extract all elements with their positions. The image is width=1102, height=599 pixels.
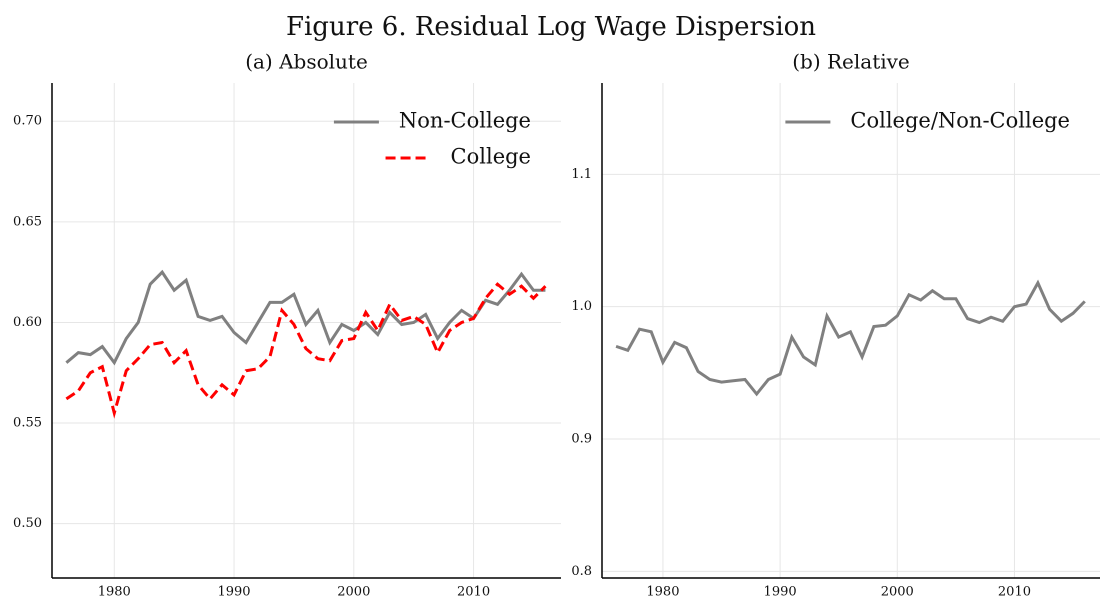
y-tick-label: 0.55	[13, 416, 42, 431]
legend-label: College/Non-College	[850, 109, 1070, 133]
subplot-title: (b) Relative	[792, 50, 910, 74]
x-tick-label: 1990	[217, 585, 250, 599]
legend-label: Non-College	[399, 109, 531, 133]
x-tick-label: 2000	[881, 585, 914, 599]
subplot-title: (a) Absolute	[245, 50, 368, 74]
y-tick-label: 0.8	[571, 564, 592, 579]
x-tick-label: 1980	[98, 585, 131, 599]
data-line	[65, 282, 547, 419]
y-tick-label: 0.50	[13, 516, 42, 531]
legend-label: College	[451, 145, 531, 169]
x-tick-label: 2000	[337, 585, 370, 599]
x-tick-label: 1990	[764, 585, 797, 599]
y-tick-label: 0.60	[13, 315, 42, 330]
y-tick-label: 0.65	[13, 214, 42, 229]
figure-title: Figure 6. Residual Log Wage Dispersion	[286, 12, 816, 42]
x-tick-label: 2010	[457, 585, 490, 599]
y-tick-label: 0.70	[13, 114, 42, 129]
x-tick-label: 2010	[998, 585, 1031, 599]
data-line	[615, 279, 1086, 397]
y-tick-label: 0.9	[571, 432, 592, 447]
y-tick-label: 1.0	[571, 299, 592, 314]
y-tick-label: 1.1	[571, 167, 592, 182]
data-line	[65, 269, 546, 366]
x-tick-label: 1980	[646, 585, 679, 599]
